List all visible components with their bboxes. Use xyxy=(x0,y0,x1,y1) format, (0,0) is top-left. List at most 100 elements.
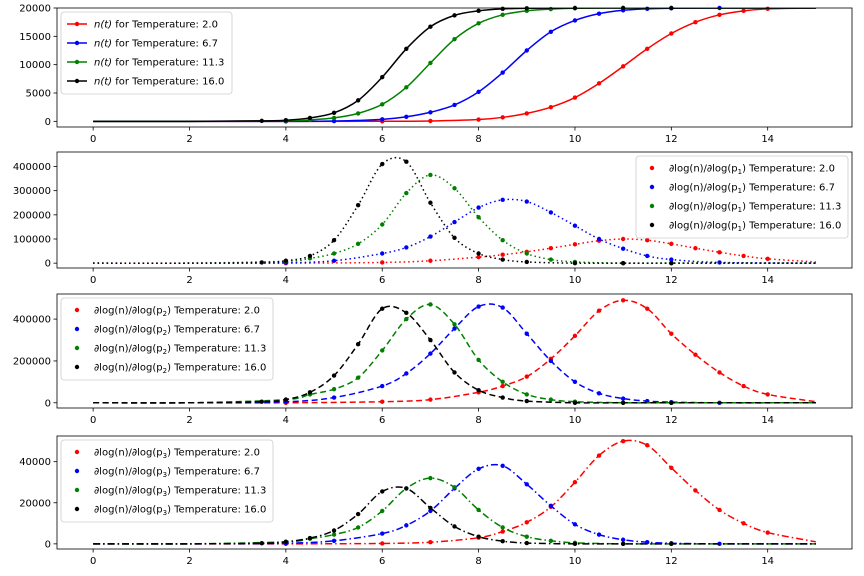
x-tick-label: 2 xyxy=(186,556,192,567)
x-tick-label: 10 xyxy=(569,134,582,145)
data-point xyxy=(620,298,626,303)
data-point xyxy=(524,534,529,539)
x-tick-label: 10 xyxy=(569,415,582,426)
y-tick-label: 0 xyxy=(45,117,51,128)
data-point xyxy=(645,443,650,448)
data-point xyxy=(548,257,554,262)
x-tick-label: 0 xyxy=(90,134,96,145)
x-tick-label: 12 xyxy=(665,134,678,145)
data-point xyxy=(259,260,264,265)
data-point xyxy=(572,541,578,547)
data-point xyxy=(404,316,409,322)
legend-marker xyxy=(74,345,80,351)
data-point xyxy=(500,538,505,544)
data-point xyxy=(572,18,578,23)
data-point xyxy=(428,258,433,263)
data-point xyxy=(572,379,578,385)
data-point xyxy=(548,245,554,251)
series-line-2 xyxy=(93,198,816,264)
data-point xyxy=(572,522,578,527)
data-point xyxy=(741,383,746,389)
data-point xyxy=(741,8,746,14)
data-point xyxy=(331,110,337,116)
data-point xyxy=(428,508,433,514)
data-point xyxy=(355,375,361,380)
y-tick-label: 0 xyxy=(45,398,51,409)
data-point xyxy=(741,253,746,259)
legend-label: ∂log(n)/∂log(p1) Temperature: 6.7 xyxy=(669,183,835,196)
x-tick-label: 4 xyxy=(283,556,289,567)
data-point xyxy=(476,89,481,95)
data-point xyxy=(620,537,626,542)
x-tick-label: 6 xyxy=(379,275,385,286)
data-point xyxy=(380,508,385,514)
legend-marker xyxy=(74,326,80,332)
y-tick-label: 100000 xyxy=(13,235,51,246)
legend-marker xyxy=(649,222,655,228)
legend-marker xyxy=(74,449,80,455)
data-point xyxy=(259,399,264,404)
x-tick-label: 0 xyxy=(90,556,96,567)
data-point xyxy=(500,529,505,534)
data-point xyxy=(404,46,409,51)
x-tick-label: 2 xyxy=(186,134,192,145)
data-point xyxy=(331,118,337,124)
data-point xyxy=(331,251,337,256)
x-tick-label: 14 xyxy=(761,556,774,567)
data-point xyxy=(259,541,264,546)
legend-marker xyxy=(74,40,80,46)
data-point xyxy=(476,507,481,513)
data-point xyxy=(404,486,409,491)
data-point xyxy=(428,397,433,402)
data-point xyxy=(259,118,264,124)
legend-marker xyxy=(74,506,80,512)
legend-label: ∂log(n)/∂log(p2) Temperature: 6.7 xyxy=(94,325,260,338)
data-point xyxy=(669,465,674,471)
data-point xyxy=(524,540,529,546)
y-tick-label: 200000 xyxy=(13,356,51,367)
y-tick-label: 400000 xyxy=(13,162,51,173)
data-point xyxy=(331,538,337,543)
data-point xyxy=(283,258,289,263)
data-point xyxy=(380,102,385,107)
legend-box xyxy=(60,297,274,381)
x-tick-label: 0 xyxy=(90,415,96,426)
data-point xyxy=(500,305,505,310)
data-point xyxy=(404,523,409,528)
legend-label: ∂log(n)/∂log(p3) Temperature: 16.0 xyxy=(94,505,266,518)
legend-label: ∂log(n)/∂log(p3) Temperature: 11.3 xyxy=(94,486,266,499)
data-point xyxy=(524,482,529,487)
data-point xyxy=(452,326,457,331)
x-tick-label: 8 xyxy=(475,556,481,567)
data-point xyxy=(476,21,481,26)
data-point xyxy=(476,466,481,472)
data-point xyxy=(620,541,626,547)
data-point xyxy=(428,60,433,66)
data-point xyxy=(476,251,481,256)
y-tick-label: 10000 xyxy=(19,60,51,71)
series-line-4 xyxy=(93,8,816,123)
data-point xyxy=(596,11,602,16)
data-point xyxy=(572,223,578,228)
data-point xyxy=(380,541,385,546)
data-point xyxy=(476,117,481,122)
chart-panel-4: 0 2 4 6 8 10 12 14 0 20000 40000 ∂log(n)/∂log(p3) T… xyxy=(19,435,853,567)
data-point xyxy=(355,525,361,530)
data-point xyxy=(524,111,529,116)
x-tick-label: 12 xyxy=(665,415,678,426)
data-point xyxy=(645,238,650,243)
x-tick-label: 0 xyxy=(90,275,96,286)
x-tick-label: 8 xyxy=(475,415,481,426)
data-point xyxy=(548,29,554,34)
legend-label: ∂log(n)/∂log(p2) Temperature: 16.0 xyxy=(94,363,266,376)
data-point xyxy=(500,252,505,257)
data-point xyxy=(645,6,650,12)
data-point xyxy=(500,70,505,75)
legend-label: ∂log(n)/∂log(p3) Temperature: 6.7 xyxy=(94,467,260,480)
x-tick-label: 14 xyxy=(761,134,774,145)
data-point xyxy=(717,370,722,375)
data-point xyxy=(524,392,529,397)
y-tick-label: 15000 xyxy=(19,32,51,43)
axes-frame xyxy=(56,435,853,550)
data-point xyxy=(476,215,481,220)
